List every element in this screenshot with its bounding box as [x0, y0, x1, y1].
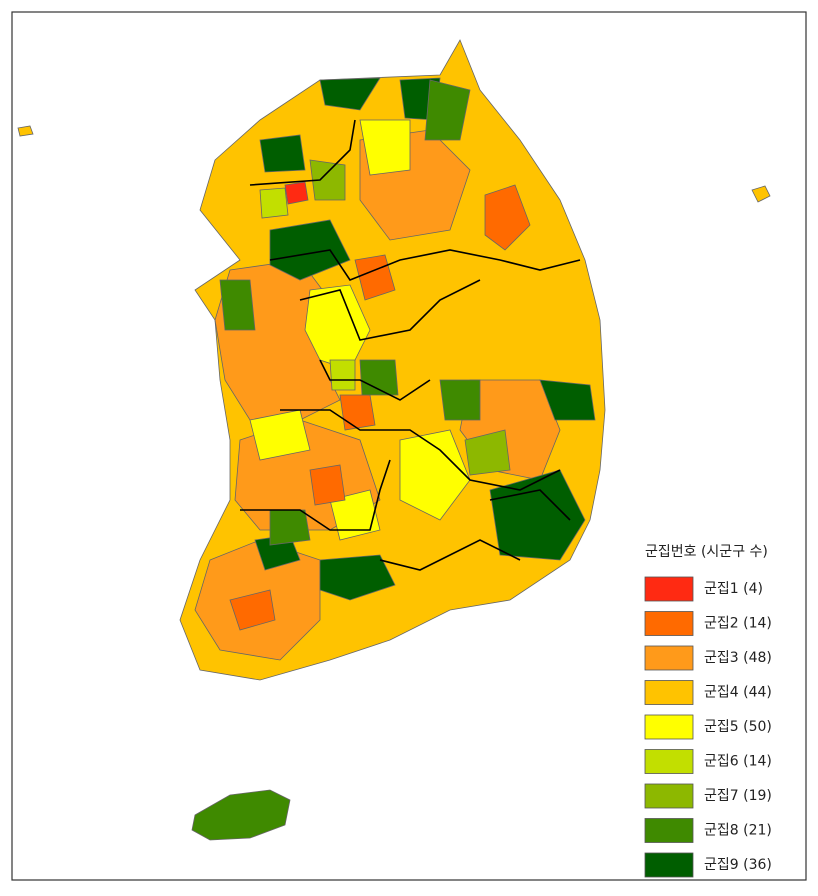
- legend-swatch: [644, 680, 694, 705]
- ulleung-island: [751, 185, 771, 203]
- region: [249, 409, 311, 461]
- region: [359, 119, 411, 176]
- legend-label: 군집6 (14): [704, 754, 772, 770]
- legend-swatch: [644, 714, 694, 740]
- region: [219, 279, 256, 331]
- region: [269, 509, 311, 546]
- region: [309, 464, 346, 506]
- region: [309, 159, 346, 201]
- region: [229, 589, 276, 631]
- region: [489, 469, 586, 561]
- legend-label: 군집8 (21): [704, 823, 772, 839]
- region: [484, 184, 531, 251]
- legend-label: 군집5 (50): [704, 719, 772, 735]
- legend-label: 군집7 (19): [704, 788, 772, 804]
- legend-swatch: [644, 852, 694, 878]
- region: [319, 554, 396, 601]
- region: [424, 79, 471, 141]
- region: [359, 359, 399, 396]
- mainland: [179, 39, 606, 681]
- baengnyeong-island: [17, 125, 34, 137]
- legend-swatch: [644, 818, 694, 843]
- region: [539, 379, 596, 421]
- region: [464, 429, 511, 476]
- legend-label: 군집1 (4): [704, 581, 763, 597]
- legend-swatch: [644, 749, 694, 774]
- region: [339, 394, 376, 431]
- legend: 군집번호 (시군구 수) 군집1 (4) 군집2 (14) 군집3 (48) 군집4 …: [644, 544, 772, 878]
- legend-swatch: [644, 611, 694, 636]
- region: [329, 359, 356, 391]
- legend-swatch: [644, 783, 694, 809]
- region: [329, 489, 381, 541]
- legend-title: 군집번호 (시군구 수): [645, 544, 768, 560]
- jeju-island: [191, 789, 291, 841]
- legend-swatch: [644, 645, 694, 671]
- region: [269, 219, 351, 281]
- region: [259, 187, 289, 219]
- region: [319, 77, 381, 111]
- region: [259, 134, 306, 173]
- legend-label: 군집4 (44): [704, 685, 772, 701]
- region: [399, 429, 471, 521]
- legend-label: 군집3 (48): [704, 650, 772, 666]
- legend-label: 군집9 (36): [704, 857, 772, 873]
- legend-label: 군집2 (14): [704, 616, 772, 632]
- region: [284, 181, 309, 205]
- region: [439, 379, 481, 421]
- province-border: [240, 119, 581, 571]
- legend-swatch: [644, 576, 694, 602]
